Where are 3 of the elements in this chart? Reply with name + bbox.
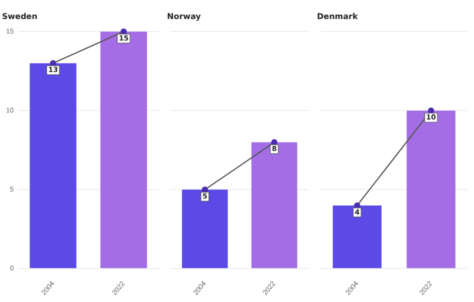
chart-title: Sweden <box>2 12 38 21</box>
chart-title: Norway <box>167 12 202 21</box>
chart-title: Denmark <box>317 12 358 21</box>
